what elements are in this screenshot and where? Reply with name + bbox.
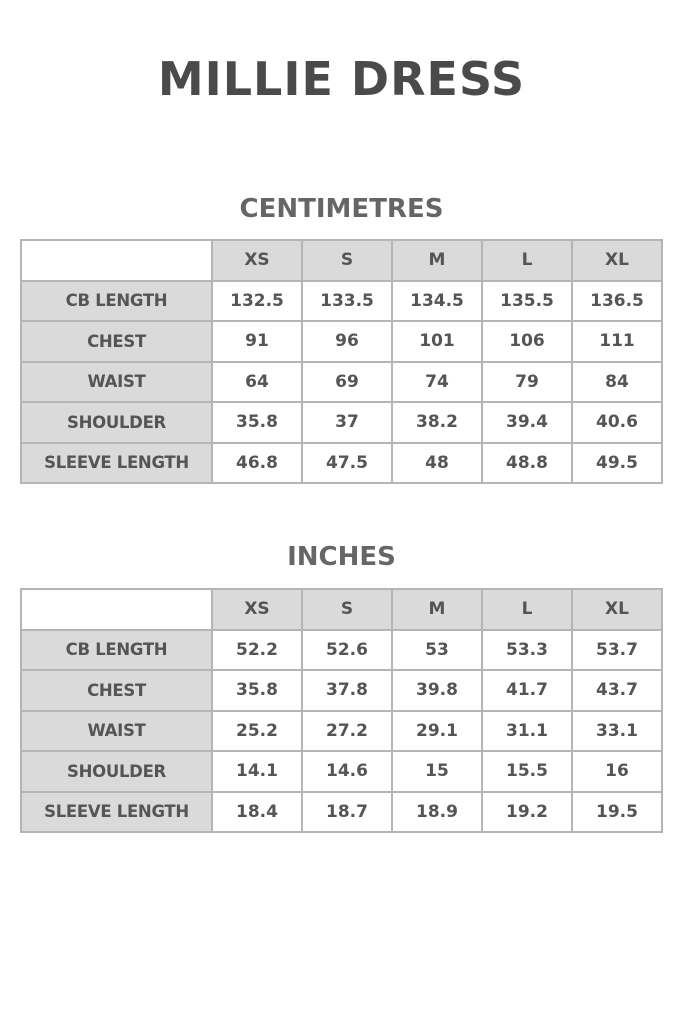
measurement-value: 33.1 [571,709,663,752]
measurement-value: 18.4 [211,790,303,833]
measurement-value: 96 [301,320,393,363]
measurement-value: 15 [391,750,483,793]
table-row: WAIST 64 69 74 79 84 [20,360,663,403]
empty-corner-cell [20,239,213,282]
measurement-value: 52.2 [211,628,303,671]
table-row: CHEST 91 96 101 106 111 [20,320,663,363]
table-row: SLEEVE LENGTH 18.4 18.7 18.9 19.2 19.5 [20,790,663,833]
measurement-value: 101 [391,320,483,363]
measurement-value: 134.5 [391,279,483,322]
size-table-inches: XS S M L XL CB LENGTH 52.2 52.6 53 53.3 53.7 CHEST 3… [20,588,663,833]
measurement-value: 37.8 [301,669,393,712]
measurement-label: CB LENGTH [20,628,213,671]
measurement-label: WAIST [20,709,213,752]
page-title: MILLIE DRESS [157,52,526,106]
measurement-value: 52.6 [301,628,393,671]
measurement-value: 91 [211,320,303,363]
measurement-label: WAIST [20,360,213,403]
measurement-value: 133.5 [301,279,393,322]
measurement-value: 29.1 [391,709,483,752]
size-header: XL [571,239,663,282]
measurement-value: 35.8 [211,401,303,444]
measurement-value: 48.8 [481,441,573,484]
size-header: S [301,588,393,631]
measurement-value: 25.2 [211,709,303,752]
measurement-label: CHEST [20,669,213,712]
section-heading-inches: INCHES [287,542,396,572]
measurement-value: 31.1 [481,709,573,752]
measurement-value: 14.1 [211,750,303,793]
measurement-label: CB LENGTH [20,279,213,322]
measurement-value: 69 [301,360,393,403]
measurement-label: SLEEVE LENGTH [20,441,213,484]
measurement-value: 46.8 [211,441,303,484]
measurement-label: CHEST [20,320,213,363]
measurement-value: 135.5 [481,279,573,322]
measurement-value: 43.7 [571,669,663,712]
measurement-value: 79 [481,360,573,403]
measurement-label: SHOULDER [20,401,213,444]
size-header: XS [211,239,303,282]
table-row: CB LENGTH 52.2 52.6 53 53.3 53.7 [20,628,663,671]
table-row: SLEEVE LENGTH 46.8 47.5 48 48.8 49.5 [20,441,663,484]
header-row: XS S M L XL [20,588,663,631]
header-row: XS S M L XL [20,239,663,282]
measurement-value: 47.5 [301,441,393,484]
measurement-value: 38.2 [391,401,483,444]
measurement-value: 18.7 [301,790,393,833]
measurement-value: 132.5 [211,279,303,322]
table-row: CB LENGTH 132.5 133.5 134.5 135.5 136.5 [20,279,663,322]
size-header: XL [571,588,663,631]
measurement-value: 18.9 [391,790,483,833]
measurement-value: 41.7 [481,669,573,712]
measurement-value: 74 [391,360,483,403]
measurement-value: 37 [301,401,393,444]
measurement-value: 111 [571,320,663,363]
empty-corner-cell [20,588,213,631]
table-row: WAIST 25.2 27.2 29.1 31.1 33.1 [20,709,663,752]
measurement-value: 39.4 [481,401,573,444]
measurement-value: 48 [391,441,483,484]
measurement-value: 106 [481,320,573,363]
measurement-value: 64 [211,360,303,403]
measurement-value: 40.6 [571,401,663,444]
measurement-value: 27.2 [301,709,393,752]
measurement-value: 53.3 [481,628,573,671]
measurement-value: 35.8 [211,669,303,712]
measurement-value: 136.5 [571,279,663,322]
section-heading-centimetres: CENTIMETRES [239,194,444,224]
table-row: SHOULDER 35.8 37 38.2 39.4 40.6 [20,401,663,444]
size-header: L [481,239,573,282]
measurement-value: 19.2 [481,790,573,833]
table-row: SHOULDER 14.1 14.6 15 15.5 16 [20,750,663,793]
measurement-label: SHOULDER [20,750,213,793]
size-header: M [391,588,483,631]
measurement-value: 14.6 [301,750,393,793]
table-row: CHEST 35.8 37.8 39.8 41.7 43.7 [20,669,663,712]
measurement-value: 16 [571,750,663,793]
measurement-value: 84 [571,360,663,403]
size-table-centimetres: XS S M L XL CB LENGTH 132.5 133.5 134.5 135.5 136.… [20,239,663,484]
size-header: M [391,239,483,282]
measurement-value: 49.5 [571,441,663,484]
measurement-value: 15.5 [481,750,573,793]
size-header: XS [211,588,303,631]
measurement-label: SLEEVE LENGTH [20,790,213,833]
size-header: L [481,588,573,631]
measurement-value: 53.7 [571,628,663,671]
measurement-value: 19.5 [571,790,663,833]
size-header: S [301,239,393,282]
measurement-value: 53 [391,628,483,671]
measurement-value: 39.8 [391,669,483,712]
